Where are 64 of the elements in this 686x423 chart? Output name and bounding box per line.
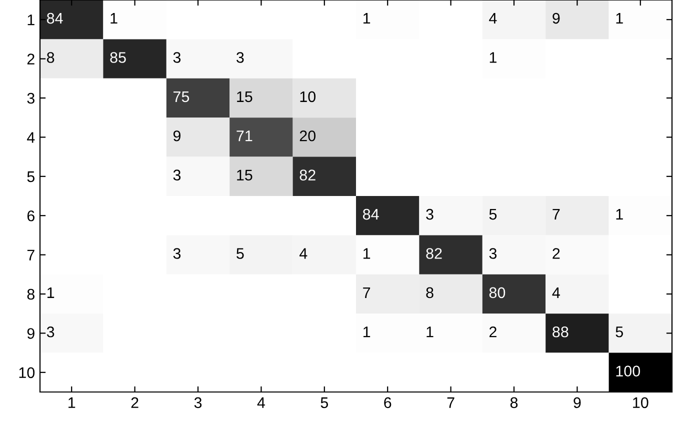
data-label: 1 [363,13,370,24]
data-label: 7 [363,287,370,298]
data-label: 2 [552,248,560,259]
data-label: 5 [489,209,497,220]
y-tick-label: 2 [27,54,34,64]
y-tick-label: 1 [28,14,34,26]
data-label: 5 [236,248,244,259]
data-label: 15 [237,170,252,180]
data-label: 82 [300,170,316,180]
data-label: 3 [173,248,181,259]
data-label: 1 [47,287,54,298]
x-tick-label: 6 [384,397,392,408]
y-tick-label: 5 [27,171,34,182]
data-label: 75 [174,91,190,102]
data-label: 82 [426,248,442,259]
data-label: 3 [46,326,54,338]
data-label: 1 [426,326,434,338]
y-tick-label: 7 [27,250,34,260]
data-label: 8 [46,52,54,63]
x-tick-label: 4 [257,397,265,408]
data-label: 80 [489,287,506,298]
data-label: 3 [236,52,244,63]
data-label: 4 [489,13,497,24]
data-label: 3 [173,52,181,63]
y-tick-label: 4 [26,132,35,143]
data-label: 20 [300,130,316,142]
x-tick-label: 10 [633,397,648,408]
data-label: 7 [552,209,560,220]
x-tick-label: 8 [510,397,518,408]
data-label: 1 [363,326,370,338]
x-tick-label: 3 [194,397,202,408]
y-tick-label: 3 [27,92,34,104]
x-tick-label: 2 [131,397,138,408]
data-label: 4 [299,248,308,259]
data-label: 100 [616,366,640,376]
data-label: 1 [616,13,623,24]
data-label: 3 [489,248,497,259]
y-tick-label: 10 [19,367,35,378]
data-label: 5 [616,326,623,338]
data-label: 88 [552,326,568,338]
data-label: 9 [552,12,560,24]
data-label: 71 [236,130,252,142]
data-label: 10 [300,91,316,102]
data-label: 2 [489,326,496,338]
data-label: 4 [552,287,560,298]
y-tick-label: 6 [27,210,34,222]
data-label: 1 [363,248,370,259]
data-label: 85 [110,52,126,63]
y-tick-label: 8 [27,288,34,300]
x-tick-label: 1 [68,397,76,408]
x-tick-label: 5 [320,397,328,408]
data-label: 1 [616,209,623,220]
y-tick-label: 9 [27,328,34,339]
data-label: 15 [237,91,252,102]
x-tick-label: 7 [447,397,454,408]
data-label: 84 [362,208,379,220]
data-label: 3 [426,208,434,220]
x-tick-label: 9 [574,397,581,408]
data-label: 1 [490,52,496,63]
data-label: 84 [46,12,63,24]
data-label: 8 [426,287,434,298]
data-label: 9 [173,130,180,142]
data-label: 3 [173,170,181,180]
data-label: 1 [110,13,118,24]
